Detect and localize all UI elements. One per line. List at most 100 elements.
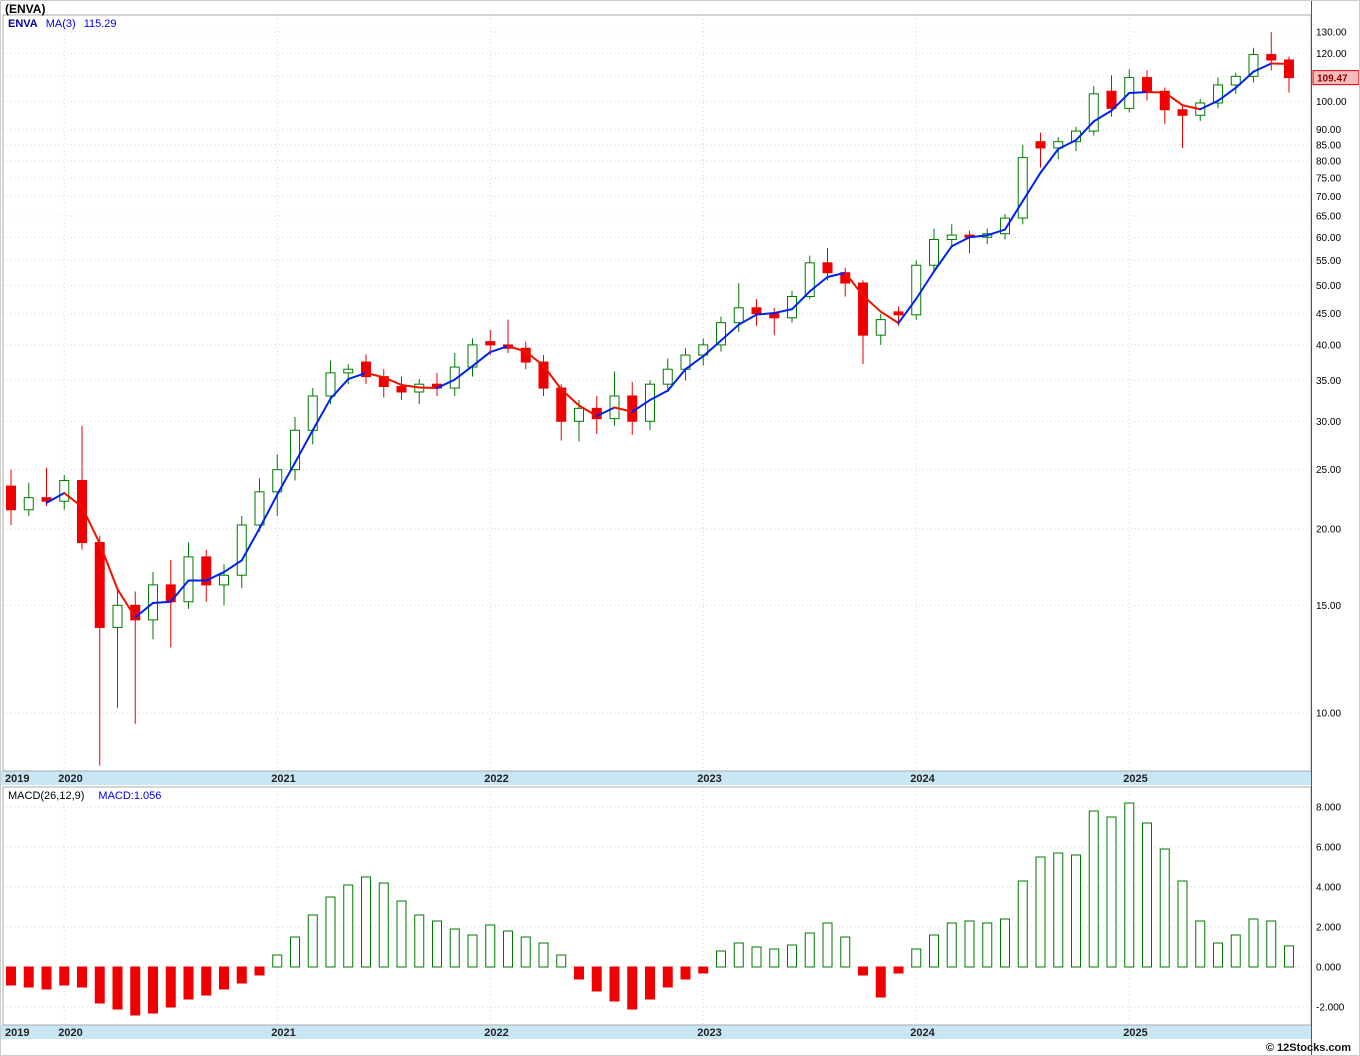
macd-panel-legend: MACD(26,12,9) MACD:1.056 — [8, 790, 161, 802]
macd-axis-label: 2.000 — [1316, 923, 1341, 934]
candle — [875, 313, 886, 345]
macd-bar — [236, 966, 247, 984]
candle-body — [1213, 84, 1223, 104]
candle — [6, 469, 16, 525]
macd-bar — [148, 966, 158, 1014]
macd-legend-label: MACD(26,12,9) — [8, 790, 85, 802]
price-axis-label: 25.00 — [1316, 465, 1341, 476]
price-panel-legend: ENVA MA(3) 115.29 — [8, 18, 117, 30]
candle-body — [343, 368, 354, 374]
candle-body — [1177, 109, 1188, 116]
candle-body — [574, 407, 584, 422]
ma-segment — [1110, 91, 1131, 112]
ma-segment — [223, 559, 243, 574]
candle — [822, 248, 833, 281]
ma-segment — [649, 389, 669, 402]
macd-bar — [751, 946, 762, 968]
macd-bar — [574, 966, 584, 980]
x-axis-bands — [1, 771, 1311, 1039]
ma-segment — [595, 406, 616, 418]
candle-body — [662, 368, 673, 385]
ma-segment — [862, 294, 882, 313]
macd-bar — [112, 966, 123, 1010]
candle-body — [485, 341, 496, 346]
ma-segment — [471, 351, 492, 368]
macd-bar — [1248, 918, 1259, 968]
candle — [290, 416, 300, 481]
ma-segment — [755, 312, 776, 316]
ma-segment — [915, 270, 935, 300]
macd-axis-label: 8.000 — [1316, 803, 1341, 814]
macd-bar — [716, 950, 726, 968]
ma-segment — [631, 399, 651, 413]
year-label: 2019 — [5, 1027, 29, 1039]
macd-bar — [378, 882, 389, 968]
macd-bar — [1035, 856, 1046, 968]
legend-symbol: ENVA — [8, 18, 38, 30]
macd-bar — [591, 966, 602, 992]
price-axis-label: 20.00 — [1316, 524, 1341, 535]
candle-body — [6, 485, 16, 511]
panel-borders — [2, 1, 1312, 1055]
macd-bar — [1177, 880, 1188, 968]
candle-body — [733, 307, 744, 324]
macd-bar — [787, 944, 797, 968]
candle — [1213, 77, 1223, 109]
macd-axis-label: -2.000 — [1316, 1003, 1345, 1014]
macd-bar — [1088, 810, 1099, 968]
ma-segment — [63, 491, 83, 508]
candle-body — [236, 524, 247, 576]
macd-bar — [858, 966, 868, 976]
candle — [609, 371, 620, 426]
ma-segment — [666, 368, 687, 392]
macd-bar — [964, 920, 975, 968]
macd-bar — [1266, 920, 1277, 968]
ma-segment — [152, 600, 172, 604]
candle — [787, 291, 797, 323]
candle — [1088, 86, 1099, 136]
macd-bar — [254, 966, 265, 976]
ma-segment — [950, 236, 971, 248]
candle — [77, 425, 87, 550]
candle — [716, 316, 726, 352]
ma-segment — [382, 376, 403, 386]
candle-body — [911, 264, 922, 316]
ma-segment — [879, 310, 900, 325]
candle — [201, 549, 212, 602]
macd-legend-value: MACD:1.056 — [98, 790, 162, 802]
candle — [396, 376, 407, 401]
macd-bar — [1195, 920, 1206, 968]
ma-segment — [897, 297, 918, 325]
ma-segment — [169, 579, 190, 603]
ma-segment — [542, 364, 563, 391]
year-label: 2022 — [484, 773, 508, 785]
ma-segment — [1021, 171, 1042, 203]
macd-bar — [1230, 934, 1241, 968]
macd-histogram — [6, 802, 1294, 1016]
macd-bar — [23, 966, 34, 988]
ma-segment — [258, 493, 279, 530]
macd-axis-label: 4.000 — [1316, 883, 1341, 894]
ma-segment — [1004, 200, 1024, 231]
candle — [432, 372, 442, 396]
price-axis-label: 65.00 — [1316, 212, 1341, 223]
candle-body — [219, 574, 229, 586]
candle-body — [77, 480, 87, 544]
ma-segment — [453, 365, 474, 381]
candle — [254, 478, 265, 532]
ma-segment — [578, 404, 598, 418]
candle-body — [858, 282, 868, 336]
ma-segment — [773, 308, 793, 315]
ma-segment — [826, 271, 847, 278]
candle — [645, 380, 655, 431]
candle — [485, 330, 496, 356]
candle — [325, 360, 336, 405]
macd-bar — [467, 934, 478, 968]
ma-segment — [436, 378, 456, 390]
macd-bar — [343, 884, 354, 968]
ma-segment — [45, 491, 66, 504]
macd-bar — [893, 966, 904, 974]
year-label: 2021 — [271, 773, 295, 785]
moving-average-line — [45, 62, 1290, 619]
